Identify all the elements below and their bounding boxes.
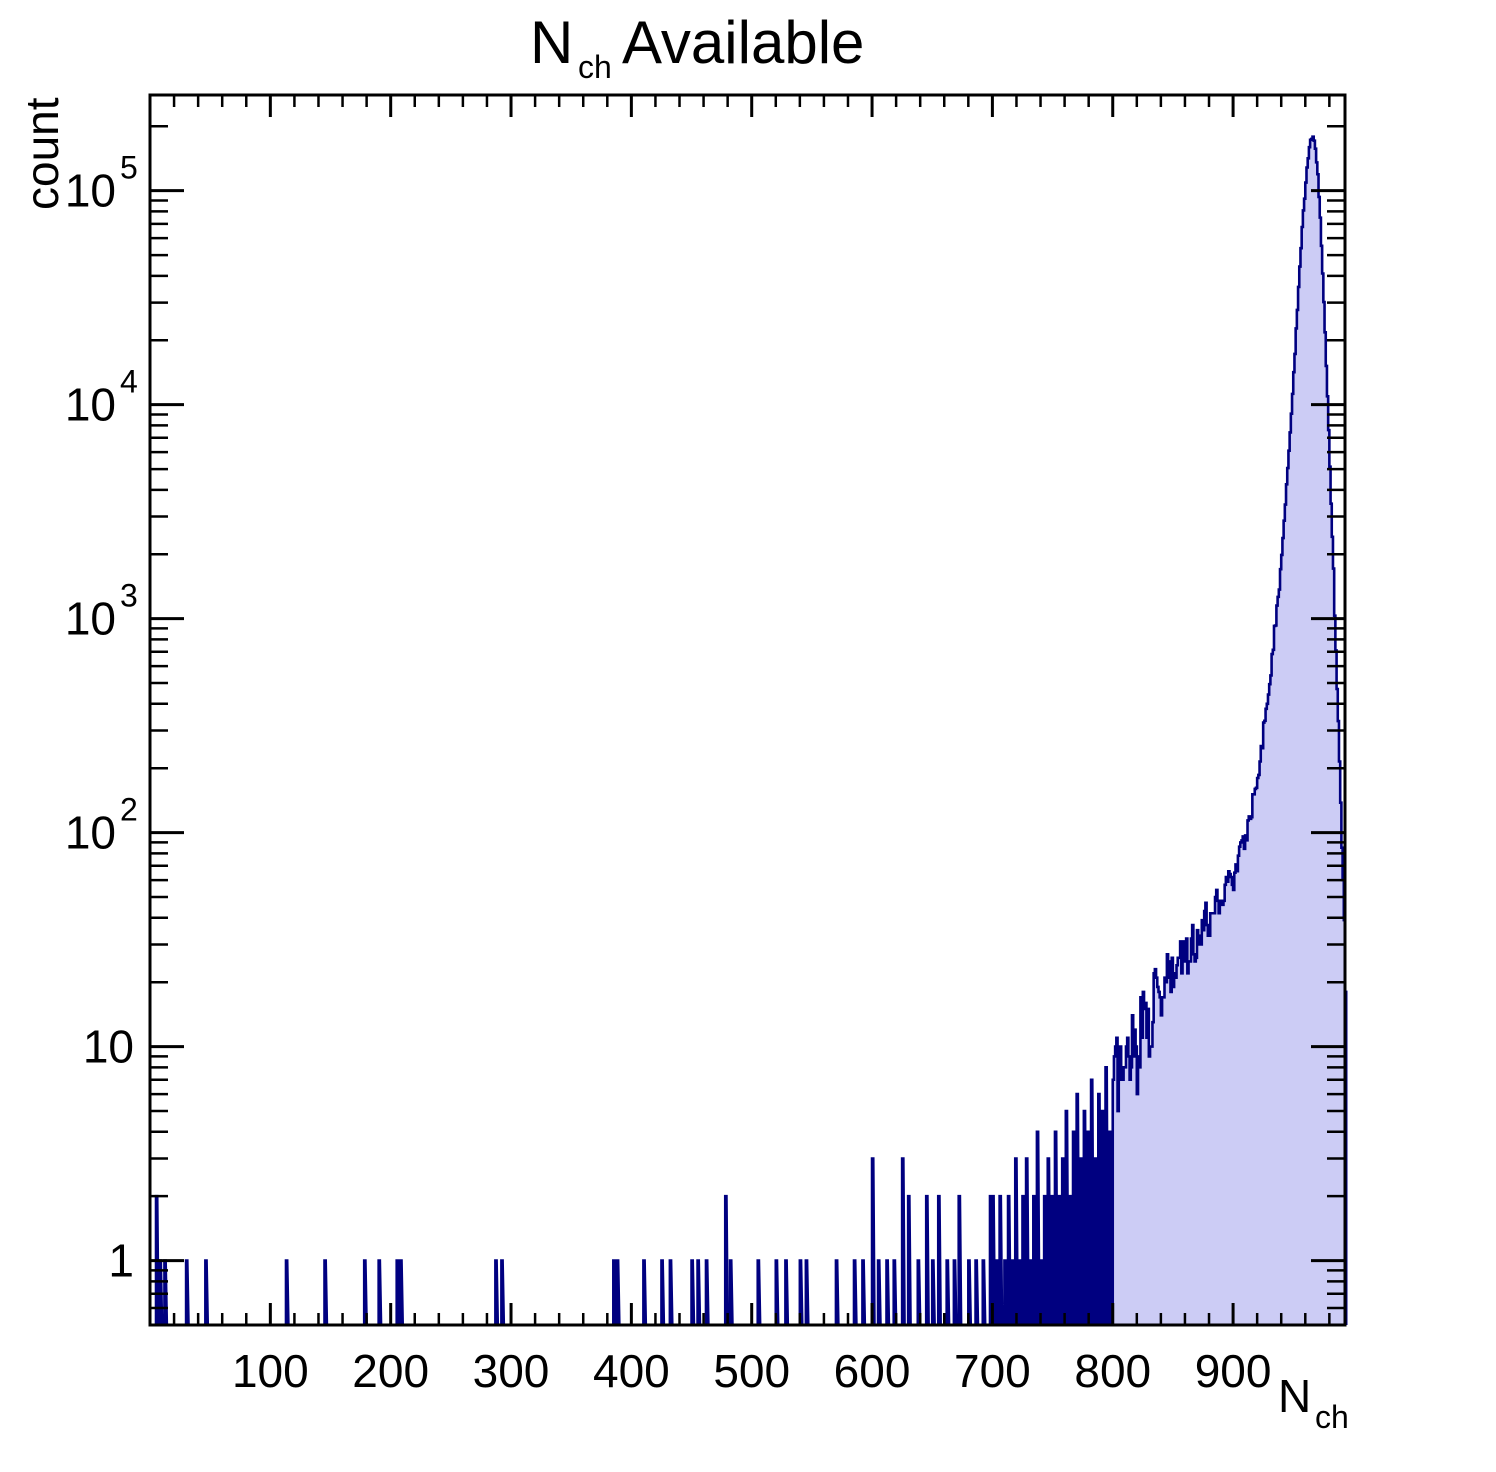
y-axis-title: count bbox=[16, 97, 68, 210]
chart-title: N ch Available bbox=[530, 9, 864, 85]
x-tick-label: 800 bbox=[1074, 1345, 1151, 1397]
histogram-fill bbox=[156, 136, 1347, 1326]
y-tick-label-exponent: 5 bbox=[120, 150, 138, 186]
y-tick-label-base: 10 bbox=[65, 593, 116, 645]
x-axis-title: N ch bbox=[1278, 1370, 1349, 1435]
x-tick-label: 700 bbox=[954, 1345, 1031, 1397]
y-tick-label-exponent: 3 bbox=[120, 578, 138, 614]
y-tick-label-base: 1 bbox=[108, 1235, 134, 1287]
x-tick-label: 500 bbox=[713, 1345, 790, 1397]
x-axis-title-main: N bbox=[1278, 1370, 1311, 1422]
y-tick-label-exponent: 4 bbox=[120, 364, 138, 400]
x-tick-label: 100 bbox=[232, 1345, 309, 1397]
y-tick-label: 10 bbox=[83, 1021, 134, 1073]
x-tick-label: 300 bbox=[473, 1345, 550, 1397]
chart-title-subscript: ch bbox=[578, 49, 612, 85]
y-tick-label: 10 3 bbox=[65, 578, 138, 645]
y-tick-label-exponent: 2 bbox=[120, 792, 138, 828]
axes bbox=[148, 93, 1347, 1327]
x-axis-title-subscript: ch bbox=[1315, 1399, 1349, 1435]
x-tick-label: 900 bbox=[1195, 1345, 1272, 1397]
histogram-series bbox=[154, 135, 1348, 1326]
y-axis-title-text: count bbox=[16, 97, 68, 210]
y-tick-label-base: 10 bbox=[65, 379, 116, 431]
chart-title-rest: Available bbox=[622, 9, 864, 76]
x-tick-label: 600 bbox=[834, 1345, 911, 1397]
y-tick-label-base: 10 bbox=[65, 165, 116, 217]
x-tick-labels: 100 200 300 400 500 600 700 800 900 bbox=[232, 1345, 1271, 1397]
x-tick-label: 200 bbox=[352, 1345, 429, 1397]
x-tick-label: 400 bbox=[593, 1345, 670, 1397]
y-tick-label-base: 10 bbox=[83, 1021, 134, 1073]
y-tick-label: 10 5 bbox=[65, 150, 138, 217]
y-tick-label: 10 4 bbox=[65, 364, 138, 431]
chart-title-main: N bbox=[530, 9, 573, 76]
y-tick-label-base: 10 bbox=[65, 807, 116, 859]
y-tick-label: 10 2 bbox=[65, 792, 138, 859]
y-tick-label: 1 bbox=[108, 1235, 134, 1287]
